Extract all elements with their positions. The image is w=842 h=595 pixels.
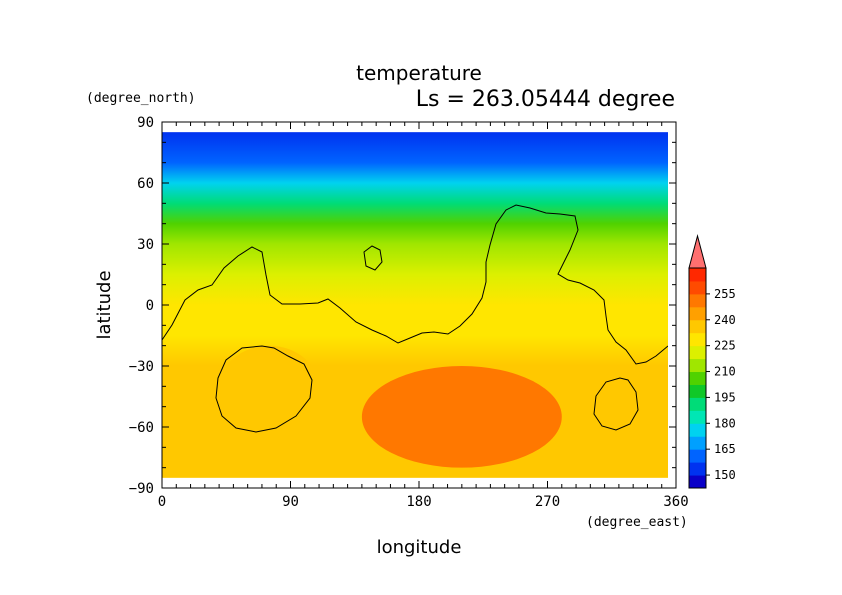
colorbar-band [689, 475, 706, 489]
colorbar-extend-triangle [688, 234, 707, 269]
y-tick-label: −90 [129, 481, 154, 497]
colorbar-band [689, 462, 706, 476]
colorbar-band [689, 280, 706, 295]
colorbar-band [689, 410, 706, 424]
colorbar-band [689, 384, 706, 398]
colorbar-band [689, 371, 706, 385]
temperature-region [361, 366, 562, 468]
colorbar-label: 225 [714, 339, 736, 353]
colorbar-band [689, 319, 706, 334]
heatmap-field [162, 132, 668, 478]
x-units: (degree_east) [586, 515, 688, 530]
x-tick-label: 90 [282, 494, 299, 510]
x-axis: 0 90 180 270 360 [158, 122, 689, 510]
x-axis-label: longitude [377, 537, 462, 558]
colorbar-band [689, 423, 706, 437]
colorbar-label: 255 [714, 287, 736, 301]
temperature-region [219, 345, 320, 432]
colorbar-band [689, 449, 706, 463]
contour-loop-southeast [593, 377, 639, 431]
contour-lines [162, 204, 668, 433]
temperature-regions [219, 345, 648, 468]
colorbar-band [689, 306, 706, 321]
y-tick-label: 30 [137, 237, 154, 253]
colorbar-band [689, 345, 706, 360]
y-tick-label: 0 [146, 298, 154, 314]
colorbar-band [689, 358, 706, 373]
colorbar-label: 165 [714, 442, 736, 456]
contour-line-equatorial [162, 204, 668, 365]
colorbar-band [689, 436, 706, 450]
y-axis: 90 60 30 0 −30 −60 −90 [129, 115, 676, 497]
contour-loop-north [363, 245, 383, 271]
colorbar-band [689, 332, 706, 347]
y-tick-label: −30 [129, 359, 154, 375]
colorbar-label: 210 [714, 365, 736, 379]
colorbar: 150 165 180 195 210 225 240 255 [688, 234, 736, 489]
chart-title: temperature [356, 61, 482, 85]
x-tick-label: 0 [158, 494, 166, 510]
x-tick-label: 270 [535, 494, 560, 510]
colorbar-label: 180 [714, 416, 736, 430]
chart-subtitle: Ls = 263.05444 degree [416, 87, 675, 112]
colorbar-label: 195 [714, 390, 736, 404]
y-axis-label: latitude [94, 270, 115, 339]
contour-loop-southwest [215, 345, 313, 433]
temperature-region [597, 376, 648, 428]
colorbar-frame [688, 267, 707, 489]
colorbar-label: 150 [714, 468, 736, 482]
y-tick-label: 90 [137, 115, 154, 131]
colorbar-label: 240 [714, 313, 736, 327]
colorbar-band [689, 293, 706, 308]
y-tick-label: −60 [129, 420, 154, 436]
x-tick-label: 180 [406, 494, 431, 510]
y-units: (degree_north) [86, 91, 196, 106]
y-tick-label: 60 [137, 176, 154, 192]
colorbar-band [689, 397, 706, 411]
x-tick-label: 360 [663, 494, 688, 510]
colorbar-band [689, 268, 706, 282]
